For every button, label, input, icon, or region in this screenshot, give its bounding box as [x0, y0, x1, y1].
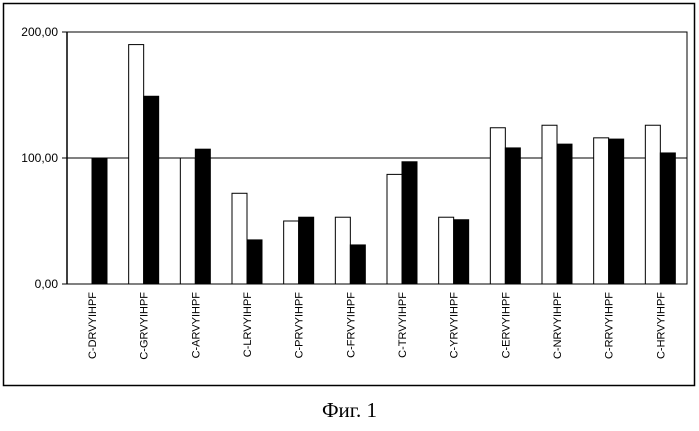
bar-series-2 [609, 139, 624, 284]
figure-caption: Фиг. 1 [0, 398, 699, 423]
bar-series-1 [284, 221, 299, 284]
bar-series-1 [335, 217, 350, 284]
x-tick-label: C-DRVYIHPF [87, 292, 99, 359]
x-tick-label: C-LRVYIHPF [242, 292, 254, 357]
x-tick-label: C-NRVYIHPF [552, 292, 564, 359]
x-tick-label: C-HRVYIHPF [655, 292, 667, 359]
bar-series-2 [247, 240, 262, 284]
bar-series-1 [180, 158, 195, 284]
x-tick-label: C-GRVYIHPF [139, 292, 151, 360]
bar-series-2 [350, 245, 365, 284]
bar-series-2 [92, 158, 107, 284]
bar-series-1 [232, 193, 247, 284]
bar-series-1 [542, 125, 557, 284]
x-tick-label: C-TRVYIHPF [397, 292, 409, 358]
x-tick-label: C-FRVYIHPF [345, 292, 357, 358]
bar-series-2 [402, 162, 417, 284]
bar-series-2 [454, 220, 469, 284]
bar-series-2 [557, 144, 572, 284]
bar-series-1 [387, 174, 402, 284]
bar-series-1 [490, 128, 505, 284]
x-tick-label: C-ERVYIHPF [500, 292, 512, 359]
x-tick-label: C-ARVYIHPF [190, 292, 202, 359]
y-tick-label: 200,00 [21, 25, 58, 39]
bar-series-1 [129, 45, 144, 284]
x-tick-label: C-RRVYIHPF [604, 292, 616, 359]
bar-series-2 [660, 153, 675, 284]
bar-series-1 [439, 217, 454, 284]
bar-series-2 [299, 217, 314, 284]
bar-series-1 [594, 138, 609, 284]
x-tick-label: C-PRVYIHPF [294, 292, 306, 359]
y-tick-label: 100,00 [21, 151, 58, 165]
y-tick-label: 0,00 [35, 277, 59, 291]
x-tick-label: C-YRVYIHPF [449, 292, 461, 359]
bar-series-2 [505, 148, 520, 284]
bar-series-2 [144, 96, 159, 284]
chart: 0,00 100,00 200,00 C-DRVYIHPF C-GRVYIHPF C-AR… [0, 0, 699, 400]
bar-series-2 [195, 149, 210, 284]
bar-series-1 [645, 125, 660, 284]
